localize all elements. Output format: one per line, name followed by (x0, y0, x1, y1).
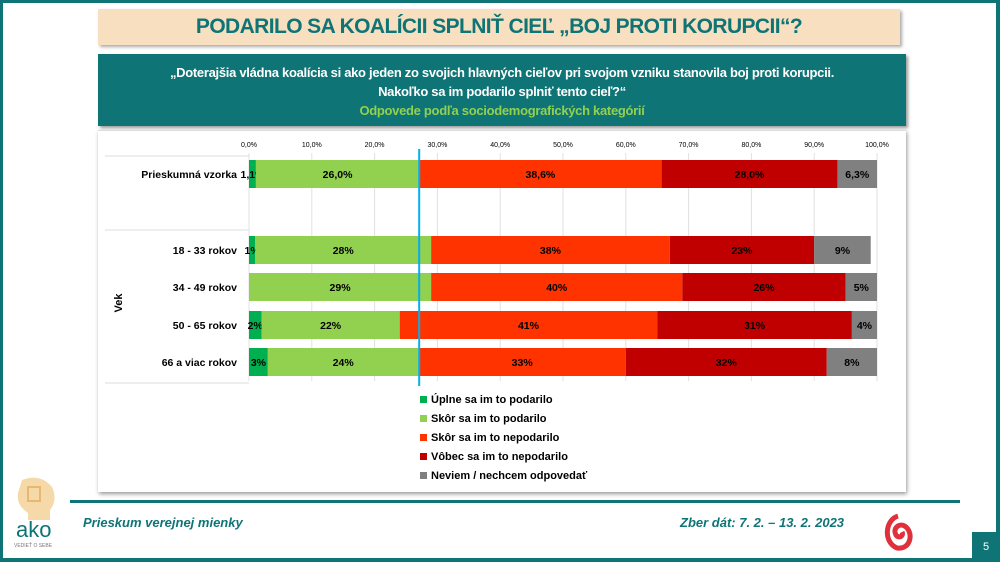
x-tick-label: 50,0% (553, 142, 573, 149)
ako-logo: ako VEDIEŤ O SEBE (10, 475, 65, 550)
legend-swatch (420, 415, 427, 422)
legend-label: Skôr sa im to nepodarilo (431, 431, 560, 444)
bar-segment (845, 273, 877, 301)
bar-segment (814, 236, 871, 264)
data-label: 40% (546, 282, 568, 294)
legend-item: Skôr sa im to podarilo (420, 409, 587, 428)
data-label: 2% (248, 320, 264, 332)
footer-survey-name: Prieskum verejnej mienky (83, 515, 243, 530)
bar-segment (255, 160, 420, 188)
legend-label: Vôbec sa im to nepodarilo (431, 450, 568, 463)
data-label: 22% (320, 320, 342, 332)
data-label: 33% (512, 357, 534, 369)
question-line-2: Nakoľko sa im podarilo splniť tento cieľ… (378, 84, 626, 99)
bar-segment (249, 311, 262, 339)
svg-text:VEDIEŤ O SEBE: VEDIEŤ O SEBE (14, 541, 53, 549)
data-label: 29% (330, 282, 352, 294)
bar-segment (625, 348, 827, 376)
x-tick-label: 90,0% (804, 142, 824, 149)
spiral-logo-icon (884, 513, 913, 551)
bar-segment (399, 311, 658, 339)
legend-item: Neviem / nechcem odpovedať (420, 466, 587, 485)
data-label: 3% (251, 357, 267, 369)
legend-label: Neviem / nechcem odpovedať (431, 469, 588, 482)
bar-segment (419, 160, 662, 188)
bar-segment (661, 160, 838, 188)
stacked-bar-chart: 0,0% 10,0% 20,0% 30,0% 40,0% 50,0% 60,0% 70,0% 8… (105, 142, 889, 386)
x-tick-label: 100,0% (865, 142, 889, 149)
category-label: 34 - 49 rokov (173, 282, 237, 294)
legend-swatch (420, 434, 427, 441)
x-tick-label: 70,0% (679, 142, 699, 149)
legend-item: Úplne sa im to podarilo (420, 390, 587, 409)
page-number: 5 (972, 532, 1000, 562)
data-label: 41% (518, 320, 540, 332)
data-label: 31% (744, 320, 766, 332)
bar-segment (851, 311, 877, 339)
data-label: 38,6% (526, 169, 556, 181)
x-tick-label: 40,0% (490, 142, 510, 149)
data-label: 9% (835, 245, 851, 257)
bar-segment (249, 236, 256, 264)
bar-segment (267, 348, 419, 376)
bar-segment (669, 236, 815, 264)
category-label: 50 - 65 rokov (173, 320, 237, 332)
data-label: 5% (854, 282, 870, 294)
chart-legend: Úplne sa im to podarilo Skôr sa im to pod… (420, 390, 587, 485)
data-label: 26% (753, 282, 775, 294)
data-label: 8% (844, 357, 860, 369)
data-label: 32% (716, 357, 738, 369)
bar-segment (431, 273, 683, 301)
data-label: 26,0% (323, 169, 353, 181)
x-tick-label: 60,0% (616, 142, 636, 149)
data-label: 28% (333, 245, 355, 257)
bar-segment (249, 160, 256, 188)
legend-swatch (420, 472, 427, 479)
data-label: 23% (731, 245, 753, 257)
x-tick-label: 10,0% (302, 142, 322, 149)
legend-label: Skôr sa im to podarilo (431, 412, 547, 425)
legend-label: Úplne sa im to podarilo (431, 393, 553, 406)
x-tick-label: 0,0% (241, 142, 257, 149)
svg-text:ako: ako (16, 517, 51, 542)
group-label: Vek (113, 293, 125, 313)
legend-swatch (420, 396, 427, 403)
data-label: 4% (857, 320, 873, 332)
legend-item: Skôr sa im to nepodarilo (420, 428, 587, 447)
category-label: Prieskumná vzorka (141, 169, 237, 181)
footer-date-range: Zber dát: 7. 2. – 13. 2. 2023 (680, 515, 845, 530)
x-tick-label: 30,0% (427, 142, 447, 149)
bar-segment (431, 236, 670, 264)
slide-title: PODARILO SA KOALÍCII SPLNIŤ CIEĽ „BOJ PR… (98, 9, 900, 45)
chart-panel: 0,0% 10,0% 20,0% 30,0% 40,0% 50,0% 60,0% 70,0% 8… (98, 130, 906, 492)
bar-segment (255, 236, 432, 264)
bar-segment (657, 311, 852, 339)
data-label: 6,3% (845, 169, 870, 181)
bar-segment (249, 273, 432, 301)
question-box: „Doterajšia vládna koalícia si ako jeden… (98, 54, 906, 126)
legend-item: Vôbec sa im to nepodarilo (420, 447, 587, 466)
x-tick-label: 20,0% (365, 142, 385, 149)
data-label: 24% (333, 357, 355, 369)
question-line-1: „Doterajšia vládna koalícia si ako jeden… (169, 65, 835, 80)
bar-segment (418, 348, 626, 376)
head-logo-icon: ako VEDIEŤ O SEBE (14, 477, 55, 549)
bar-segment (249, 348, 268, 376)
category-label: 18 - 33 rokov (173, 245, 237, 257)
legend-swatch (420, 453, 427, 460)
data-label: 28,0% (735, 169, 765, 181)
category-label: 66 a viac rokov (162, 357, 237, 369)
bar-segment (261, 311, 400, 339)
question-subtitle: Odpovede podľa sociodemografických kateg… (359, 103, 645, 118)
bar-segment (682, 273, 846, 301)
x-tick-label: 80,0% (741, 142, 761, 149)
bar-segment (826, 348, 877, 376)
data-label: 38% (540, 245, 562, 257)
footer-divider (70, 500, 960, 503)
bar-segment (837, 160, 877, 188)
